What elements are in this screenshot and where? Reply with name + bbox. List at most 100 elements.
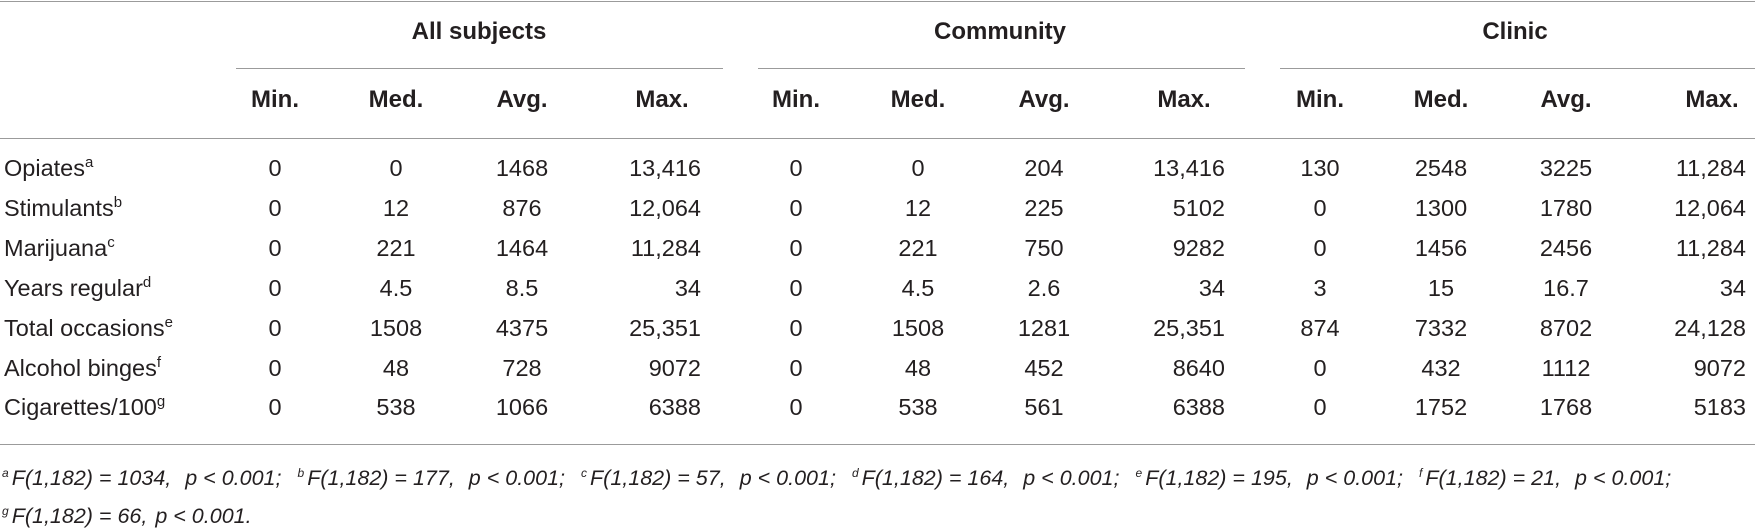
- table-cell-all-subjects-med: 48: [382, 355, 410, 381]
- row-label: Stimulantsb: [4, 194, 122, 222]
- table-cell-clinic-max: 11,284: [1675, 155, 1746, 181]
- table-cell-all-subjects-avg: 1066: [495, 394, 549, 420]
- group-header-clinic: Clinic: [1482, 18, 1548, 45]
- row-label: Opiatesa: [4, 154, 93, 182]
- table-cell-clinic-med: 7332: [1414, 315, 1468, 341]
- column-header-all-subjects-max: Max.: [635, 86, 689, 113]
- table-cell-community-avg: 225: [1024, 195, 1064, 221]
- table-cell-community-med: 0: [911, 155, 925, 181]
- table-cell-community-max: 6388: [1172, 394, 1225, 420]
- row-label-footnote-marker: g: [156, 393, 166, 410]
- table-cell-all-subjects-min: 0: [268, 315, 282, 341]
- column-header-all-subjects-med: Med.: [368, 86, 424, 113]
- table-cell-all-subjects-max: 13,416: [629, 155, 701, 181]
- table-top-rule: [0, 1, 1755, 2]
- row-label-text: Total occasions: [4, 315, 165, 341]
- table-cell-all-subjects-max: 34: [674, 275, 701, 301]
- row-label-text: Cigarettes/100: [4, 394, 157, 420]
- table-cell-all-subjects-avg: 876: [502, 195, 542, 221]
- table-cell-all-subjects-avg: 1468: [495, 155, 549, 181]
- table-cell-community-med: 538: [898, 394, 938, 420]
- table-cell-community-min: 0: [789, 275, 803, 301]
- footnote-g: g F(1,182) = 66, p < 0.001.: [2, 504, 252, 528]
- row-label-footnote-marker: d: [142, 274, 152, 291]
- column-header-community-max: Max.: [1157, 86, 1211, 113]
- row-label-text: Years regular: [4, 275, 143, 301]
- table-cell-community-min: 0: [789, 155, 803, 181]
- column-header-clinic-max: Max.: [1685, 86, 1739, 113]
- table-cell-clinic-avg: 1780: [1539, 195, 1593, 221]
- table-cell-all-subjects-med: 0: [389, 155, 403, 181]
- row-label-footnote-marker: a: [85, 154, 94, 171]
- row-label: Alcohol bingesf: [4, 354, 161, 382]
- table-cell-community-min: 0: [789, 315, 803, 341]
- table-cell-all-subjects-min: 0: [268, 235, 282, 261]
- group-rule-all-subjects: [236, 68, 723, 69]
- table-cell-all-subjects-min: 0: [268, 195, 282, 221]
- table-cell-community-med: 1508: [891, 315, 945, 341]
- table-cell-clinic-min: 0: [1313, 235, 1327, 261]
- table-cell-community-med: 48: [904, 355, 932, 381]
- table-cell-clinic-avg: 1112: [1541, 355, 1591, 381]
- table-cell-clinic-max: 34: [1719, 275, 1746, 301]
- table-cell-community-max: 34: [1198, 275, 1225, 301]
- row-label-text: Opiates: [4, 155, 85, 181]
- table-cell-all-subjects-med: 4.5: [379, 275, 413, 301]
- table-cell-community-avg: 750: [1024, 235, 1064, 261]
- table-cell-all-subjects-max: 9072: [648, 355, 701, 381]
- group-rule-community: [758, 68, 1245, 69]
- table-cell-clinic-med: 1456: [1414, 235, 1468, 261]
- table-cell-clinic-max: 11,284: [1675, 235, 1746, 261]
- header-bottom-rule: [0, 138, 1755, 139]
- footnote-d: d F(1,182) = 164, p < 0.001;: [851, 466, 1120, 490]
- column-header-all-subjects-avg: Avg.: [496, 86, 548, 113]
- column-header-community-med: Med.: [890, 86, 946, 113]
- table-cell-all-subjects-min: 0: [268, 155, 282, 181]
- row-label-text: Alcohol binges: [4, 355, 157, 381]
- table-cell-clinic-min: 0: [1313, 355, 1327, 381]
- footnote-a: a F(1,182) = 1034, p < 0.001;: [2, 466, 282, 490]
- table-cell-community-max: 5102: [1172, 195, 1225, 221]
- table-cell-clinic-med: 2548: [1414, 155, 1468, 181]
- table-cell-all-subjects-med: 1508: [369, 315, 423, 341]
- table-cell-clinic-avg: 2456: [1539, 235, 1593, 261]
- footnote-f: f F(1,182) = 21, p < 0.001;: [1419, 466, 1672, 490]
- table-cell-clinic-max: 9072: [1693, 355, 1746, 381]
- table-cell-community-max: 25,351: [1153, 315, 1225, 341]
- row-label-text: Marijuana: [4, 235, 108, 261]
- group-header-community: Community: [934, 18, 1066, 45]
- table-cell-community-min: 0: [789, 195, 803, 221]
- group-header-all-subjects: All subjects: [411, 18, 547, 45]
- row-label-footnote-marker: b: [113, 194, 123, 211]
- column-header-all-subjects-min: Min.: [251, 86, 299, 113]
- table-cell-clinic-avg: 3225: [1539, 155, 1593, 181]
- table-cell-community-med: 4.5: [901, 275, 935, 301]
- footnote-b: b F(1,182) = 177, p < 0.001;: [297, 466, 566, 490]
- table-cell-clinic-med: 1752: [1414, 394, 1468, 420]
- table-cell-clinic-max: 12,064: [1674, 195, 1746, 221]
- table-cell-clinic-med: 432: [1421, 355, 1461, 381]
- row-label: Cigarettes/100g: [4, 393, 165, 421]
- group-rule-clinic: [1280, 68, 1755, 69]
- table-cell-community-min: 0: [789, 355, 803, 381]
- footnote-line-2: g F(1,182) = 66, p < 0.001.: [2, 502, 254, 530]
- table-cell-community-avg: 561: [1024, 394, 1064, 420]
- table-cell-community-max: 8640: [1172, 355, 1225, 381]
- column-header-clinic-med: Med.: [1413, 86, 1469, 113]
- table-cell-community-avg: 1281: [1017, 315, 1071, 341]
- table-cell-clinic-min: 0: [1313, 195, 1327, 221]
- footnote-e: e F(1,182) = 195, p < 0.001;: [1135, 466, 1404, 490]
- table-cell-community-min: 0: [789, 394, 803, 420]
- table-cell-community-avg: 204: [1024, 155, 1064, 181]
- table-cell-clinic-med: 1300: [1414, 195, 1468, 221]
- table-cell-community-avg: 2.6: [1027, 275, 1061, 301]
- table-bottom-rule: [0, 444, 1755, 445]
- table-cell-clinic-med: 15: [1427, 275, 1455, 301]
- table-cell-all-subjects-med: 12: [382, 195, 410, 221]
- table-cell-community-min: 0: [789, 235, 803, 261]
- row-label-footnote-marker: c: [107, 234, 115, 251]
- row-label: Years regulard: [4, 274, 151, 302]
- table-cell-community-max: 13,416: [1153, 155, 1225, 181]
- table-cell-all-subjects-avg: 1464: [495, 235, 549, 261]
- table-cell-community-avg: 452: [1024, 355, 1064, 381]
